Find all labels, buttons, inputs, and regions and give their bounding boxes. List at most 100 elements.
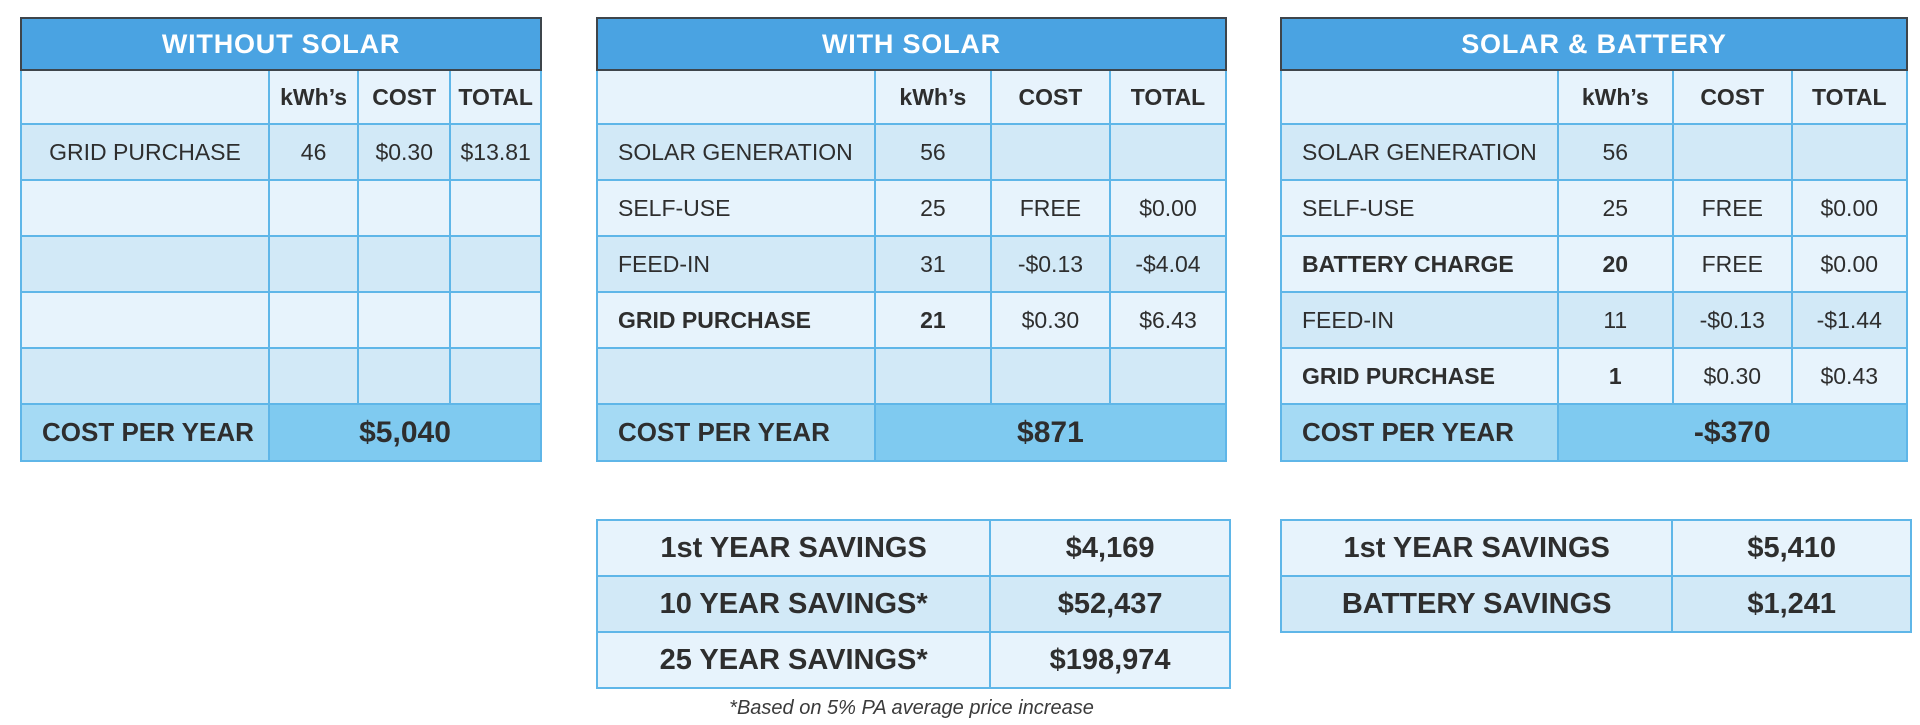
cost-per-year-row: COST PER YEAR $871 bbox=[598, 403, 1225, 460]
total-cell bbox=[1108, 123, 1225, 179]
savings-label: 10 YEAR SAVINGS* bbox=[598, 575, 990, 631]
row-label-cell: GRID PURCHASE bbox=[598, 291, 874, 347]
column-header-empty bbox=[1282, 71, 1557, 123]
row-label-cell bbox=[22, 347, 269, 403]
total-cell: $0.43 bbox=[1790, 347, 1906, 403]
savings-value: $1,241 bbox=[1671, 575, 1910, 631]
table-title-without-solar: WITHOUT SOLAR bbox=[20, 17, 542, 71]
table-row: GRID PURCHASE 46 $0.30 $13.81 bbox=[22, 123, 540, 179]
table-row bbox=[22, 291, 540, 347]
row-label-cell bbox=[22, 291, 269, 347]
total-cell bbox=[449, 291, 540, 347]
kwh-cell: 25 bbox=[1556, 179, 1672, 235]
row-label-cell: SELF-USE bbox=[1282, 179, 1557, 235]
column-header-cost: COST bbox=[357, 71, 450, 123]
total-cell: -$1.44 bbox=[1790, 291, 1906, 347]
kwh-cell: 31 bbox=[873, 235, 990, 291]
table-row bbox=[22, 179, 540, 235]
table-row: SOLAR GENERATION 56 bbox=[598, 123, 1225, 179]
table-row: GRID PURCHASE 1 $0.30 $0.43 bbox=[1282, 347, 1906, 403]
kwh-cell: 56 bbox=[1556, 123, 1672, 179]
row-label-cell: SOLAR GENERATION bbox=[1282, 123, 1557, 179]
cost-cell bbox=[357, 235, 450, 291]
kwh-cell bbox=[873, 347, 990, 403]
table-row: FEED-IN 31 -$0.13 -$4.04 bbox=[598, 235, 1225, 291]
cost-cell bbox=[357, 291, 450, 347]
cost-cell bbox=[357, 347, 450, 403]
row-label-cell: FEED-IN bbox=[598, 235, 874, 291]
total-cell: $6.43 bbox=[1108, 291, 1225, 347]
savings-row: 1st YEAR SAVINGS $4,169 bbox=[598, 521, 1229, 575]
cost-cell: $0.30 bbox=[1671, 347, 1791, 403]
column-header-kwh: kWh’s bbox=[1556, 71, 1672, 123]
column-header-total: TOTAL bbox=[1108, 71, 1225, 123]
cost-cell: -$0.13 bbox=[1671, 291, 1791, 347]
savings-label: 1st YEAR SAVINGS bbox=[1282, 521, 1672, 575]
cost-per-year-value: $871 bbox=[873, 403, 1225, 460]
savings-table-with-solar: 1st YEAR SAVINGS $4,169 10 YEAR SAVINGS* $5… bbox=[596, 519, 1231, 689]
row-label-cell: GRID PURCHASE bbox=[1282, 347, 1557, 403]
kwh-cell bbox=[268, 291, 358, 347]
total-cell bbox=[449, 179, 540, 235]
table-body: kWh’s COST TOTAL SOLAR GENERATION 56 SELF-USE… bbox=[1280, 71, 1908, 462]
table-body: kWh’s COST TOTAL SOLAR GENERATION 56 SELF-USE… bbox=[596, 71, 1227, 462]
row-label-cell bbox=[22, 235, 269, 291]
savings-label: BATTERY SAVINGS bbox=[1282, 575, 1672, 631]
row-label-cell: FEED-IN bbox=[1282, 291, 1557, 347]
kwh-cell: 21 bbox=[873, 291, 990, 347]
column-header-total: TOTAL bbox=[1790, 71, 1906, 123]
cost-per-year-value: -$370 bbox=[1556, 403, 1906, 460]
kwh-cell: 56 bbox=[873, 123, 990, 179]
savings-value: $52,437 bbox=[989, 575, 1229, 631]
total-cell bbox=[1108, 347, 1225, 403]
kwh-cell bbox=[268, 235, 358, 291]
column-header-empty bbox=[598, 71, 874, 123]
cost-cell bbox=[357, 179, 450, 235]
kwh-cell: 11 bbox=[1556, 291, 1672, 347]
table-row: SELF-USE 25 FREE $0.00 bbox=[598, 179, 1225, 235]
savings-value: $5,410 bbox=[1671, 521, 1910, 575]
row-label-cell bbox=[598, 347, 874, 403]
cost-per-year-label: COST PER YEAR bbox=[1282, 403, 1557, 460]
savings-row: 25 YEAR SAVINGS* $198,974 bbox=[598, 631, 1229, 687]
savings-value: $4,169 bbox=[989, 521, 1229, 575]
savings-row: BATTERY SAVINGS $1,241 bbox=[1282, 575, 1910, 631]
savings-label: 25 YEAR SAVINGS* bbox=[598, 631, 990, 687]
cost-per-year-row: COST PER YEAR -$370 bbox=[1282, 403, 1906, 460]
total-cell: -$4.04 bbox=[1108, 235, 1225, 291]
row-label-cell: BATTERY CHARGE bbox=[1282, 235, 1557, 291]
cost-cell: $0.30 bbox=[357, 123, 450, 179]
cost-cell: FREE bbox=[1671, 235, 1791, 291]
total-cell bbox=[1790, 123, 1906, 179]
cost-table-solar-battery: SOLAR & BATTERY kWh’s COST TOTAL SOLAR GENE… bbox=[1280, 17, 1908, 462]
column-header-empty bbox=[22, 71, 269, 123]
cost-cell: $0.30 bbox=[989, 291, 1109, 347]
footnote: *Based on 5% PA average price increase bbox=[729, 697, 1094, 719]
savings-value: $198,974 bbox=[989, 631, 1229, 687]
row-label-cell: SELF-USE bbox=[598, 179, 874, 235]
row-label-cell: SOLAR GENERATION bbox=[598, 123, 874, 179]
cost-table-without-solar: WITHOUT SOLAR kWh’s COST TOTAL GRID PURCHAS… bbox=[20, 17, 542, 462]
savings-row: 1st YEAR SAVINGS $5,410 bbox=[1282, 521, 1910, 575]
row-label-cell bbox=[22, 179, 269, 235]
row-label-cell: GRID PURCHASE bbox=[22, 123, 269, 179]
kwh-cell bbox=[268, 179, 358, 235]
total-cell bbox=[449, 235, 540, 291]
table-title-with-solar: WITH SOLAR bbox=[596, 17, 1227, 71]
table-row bbox=[22, 235, 540, 291]
total-cell: $0.00 bbox=[1108, 179, 1225, 235]
kwh-cell: 46 bbox=[268, 123, 358, 179]
cost-cell bbox=[1671, 123, 1791, 179]
column-header-kwh: kWh’s bbox=[268, 71, 358, 123]
savings-label: 1st YEAR SAVINGS bbox=[598, 521, 990, 575]
cost-per-year-value: $5,040 bbox=[268, 403, 540, 460]
table-body: kWh’s COST TOTAL GRID PURCHASE 46 $0.30 $13.81… bbox=[20, 71, 542, 462]
savings-table-solar-battery: 1st YEAR SAVINGS $5,410 BATTERY SAVINGS $1,… bbox=[1280, 519, 1912, 633]
total-cell: $0.00 bbox=[1790, 179, 1906, 235]
column-header-row: kWh’s COST TOTAL bbox=[1282, 71, 1906, 123]
kwh-cell: 25 bbox=[873, 179, 990, 235]
cost-cell: -$0.13 bbox=[989, 235, 1109, 291]
column-header-row: kWh’s COST TOTAL bbox=[22, 71, 540, 123]
table-row: SELF-USE 25 FREE $0.00 bbox=[1282, 179, 1906, 235]
